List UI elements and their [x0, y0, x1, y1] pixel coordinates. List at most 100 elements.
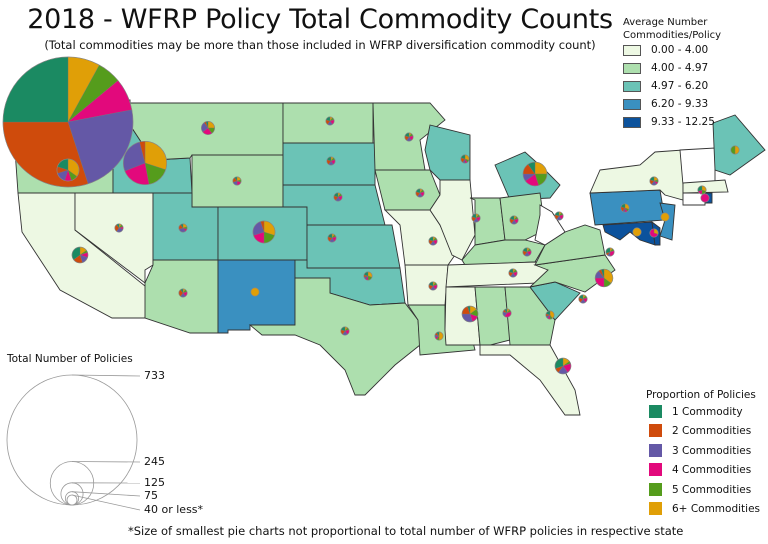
pie-outline — [522, 161, 548, 187]
state-nm — [217, 259, 296, 334]
pie-mo — [428, 236, 438, 246]
size-circle — [66, 494, 78, 506]
pie-sd — [326, 156, 336, 166]
legend-category: 1 Commodity — [649, 405, 743, 418]
pie-al — [502, 308, 512, 318]
pie-pa — [620, 203, 630, 213]
swatch — [623, 116, 641, 128]
state-ga — [504, 286, 556, 346]
map-title: 2018 - WFRP Policy Total Commodity Count… — [27, 4, 613, 35]
legend-category: 5 Commodities — [649, 483, 751, 496]
pie-ne — [333, 192, 343, 202]
pie-nd — [325, 116, 335, 126]
swatch — [623, 44, 641, 56]
pie-outline — [554, 211, 564, 221]
pie-outline — [327, 233, 337, 243]
bin-label: 4.97 - 6.20 — [651, 80, 709, 92]
state-ky — [461, 239, 546, 266]
pie-wi — [460, 154, 470, 164]
legend-bin: 4.97 - 6.20 — [623, 80, 708, 92]
pie-md — [632, 227, 642, 237]
pie-outline — [333, 192, 343, 202]
pie-ca — [71, 246, 89, 264]
legend-category: 4 Commodities — [649, 463, 751, 476]
size-label: 75 — [144, 489, 158, 502]
state-wi — [424, 124, 471, 181]
pie-fl — [554, 357, 572, 375]
pie-outline — [508, 268, 518, 278]
bin-label: 4.00 - 4.97 — [651, 62, 709, 74]
pie-mn — [404, 132, 414, 142]
state-al — [474, 286, 511, 346]
swatch — [649, 463, 662, 476]
pie-outline — [545, 310, 555, 320]
pie-outline — [250, 287, 260, 297]
pie-nv — [114, 223, 124, 233]
pie-outline — [522, 247, 532, 257]
pie-outline — [578, 294, 588, 304]
footnote: *Size of smallest pie charts not proport… — [128, 524, 684, 538]
state-tx — [248, 277, 421, 396]
state-ar — [404, 264, 449, 306]
pie-outline — [201, 121, 215, 135]
category-label: 1 Commodity — [672, 405, 743, 418]
pie-oh — [554, 211, 564, 221]
size-label: 40 or less* — [144, 503, 204, 516]
swatch — [649, 502, 662, 515]
swatch — [623, 80, 641, 92]
swatch — [623, 98, 641, 110]
proportion-legend-title: Proportion of Policies — [646, 389, 756, 401]
size-leader-line — [71, 494, 141, 511]
pie-az — [178, 288, 188, 298]
legend-title-line: Commodities/Policy — [623, 30, 722, 41]
pie-outline — [471, 213, 481, 223]
legend-bin: 9.33 - 12.25 — [623, 116, 715, 128]
pie-outline — [632, 227, 642, 237]
pie-id — [122, 140, 168, 186]
pie-outline — [326, 156, 336, 166]
pie-outline — [404, 132, 414, 142]
state-ma — [682, 179, 729, 194]
pie-ks — [327, 233, 337, 243]
pie-outline — [660, 212, 670, 222]
pie-outline — [428, 281, 438, 291]
pie-outline — [56, 158, 80, 182]
state-fl — [479, 344, 581, 416]
pie-outline — [71, 246, 89, 264]
legend-bin: 6.20 - 9.33 — [623, 98, 708, 110]
state-ia — [374, 169, 441, 211]
legend-category: 2 Commodities — [649, 424, 751, 437]
swatch — [623, 62, 641, 74]
pie-outline — [700, 193, 710, 203]
size-label: 733 — [144, 369, 165, 382]
pie-outline — [178, 223, 188, 233]
legend-category: 3 Commodities — [649, 444, 751, 457]
legend-bin: 4.00 - 4.97 — [623, 62, 708, 74]
swatch — [649, 444, 662, 457]
pie-mi — [522, 161, 548, 187]
size-legend-title: Total Number of Policies — [7, 353, 133, 365]
pie-outline — [554, 357, 572, 375]
pie-outline — [502, 308, 512, 318]
pie-wa — [2, 56, 134, 188]
category-label: 2 Commodities — [672, 424, 752, 437]
state-nc — [528, 254, 616, 293]
category-label: 4 Commodities — [672, 463, 752, 476]
state-oh — [499, 192, 546, 241]
size-legend-circles — [6, 374, 141, 511]
pie-outline — [605, 247, 615, 257]
state-nj — [659, 202, 676, 241]
pie-outline — [252, 220, 276, 244]
swatch — [649, 483, 662, 496]
pie-nc — [594, 268, 614, 288]
pie-outline — [122, 140, 168, 186]
pie-wy — [232, 176, 242, 186]
pie-de — [649, 228, 659, 238]
pie-ny — [649, 176, 659, 186]
state-ks — [306, 224, 401, 269]
swatch — [649, 424, 662, 437]
pie-in — [509, 215, 519, 225]
size-leader-line — [71, 491, 141, 497]
state-ct — [682, 192, 706, 206]
